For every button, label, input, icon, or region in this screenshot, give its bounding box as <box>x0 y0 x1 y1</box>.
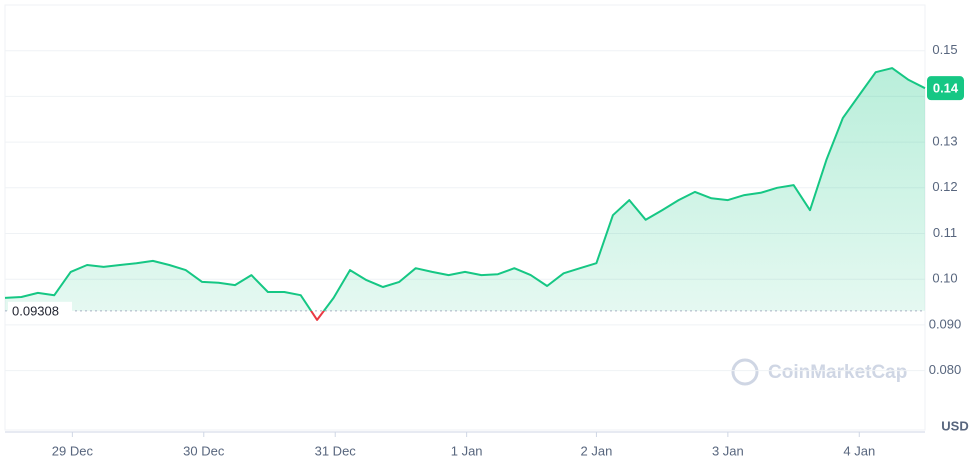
y-tick-label: 0.080 <box>929 362 962 377</box>
x-tick-label: 29 Dec <box>52 443 94 458</box>
y-tick-label: 0.13 <box>932 134 957 149</box>
current-price-badge <box>927 76 964 101</box>
x-tick-label: 30 Dec <box>183 443 225 458</box>
currency-label: USD <box>941 418 968 433</box>
x-tick-label: 1 Jan <box>451 443 483 458</box>
current-price-label: 0.14 <box>933 81 959 96</box>
y-tick-label: 0.12 <box>932 179 957 194</box>
reference-label-bg <box>8 301 72 320</box>
x-tick-label: 4 Jan <box>843 443 875 458</box>
x-tick-label: 31 Dec <box>315 443 357 458</box>
price-line <box>4 67 926 311</box>
watermark-text: CoinMarketCap <box>768 362 907 383</box>
y-tick-label: 0.15 <box>932 42 957 57</box>
y-tick-label: 0.10 <box>932 271 957 286</box>
y-tick-label: 0.090 <box>929 316 962 331</box>
y-tick-label: 0.11 <box>933 225 957 240</box>
price-area <box>5 68 925 311</box>
x-tick-label: 3 Jan <box>712 443 744 458</box>
reference-label: 0.09308 <box>12 303 59 318</box>
watermark: CoinMarketCap <box>731 358 907 386</box>
x-tick-label: 2 Jan <box>581 443 613 458</box>
